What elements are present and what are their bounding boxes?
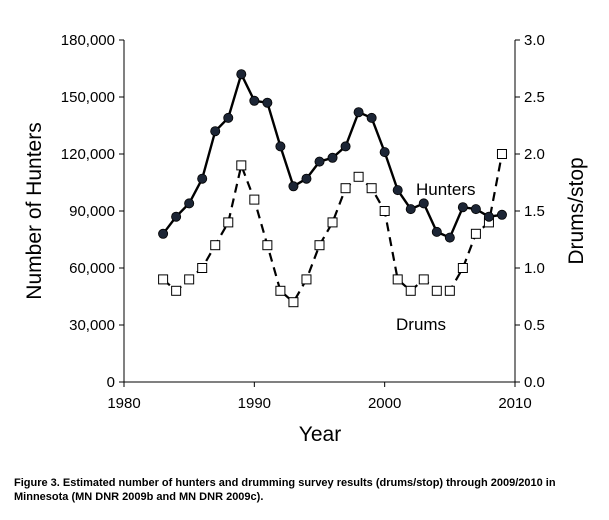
right-tick-label: 2.0 <box>524 146 545 163</box>
hunters-point <box>262 97 273 108</box>
ticks: 0 30,000 60,000 90,000 120,000 150,000 180,000… <box>61 32 545 412</box>
drums-point <box>392 274 403 285</box>
hunters-point <box>431 226 442 237</box>
drums-point <box>223 217 234 228</box>
hunters-point <box>301 173 312 184</box>
hunters-point <box>470 204 481 215</box>
hunters-point <box>236 69 247 80</box>
right-tick-label: 0.0 <box>524 374 545 391</box>
hunters-point <box>379 147 390 158</box>
drums-point <box>353 171 364 182</box>
drums-point <box>379 206 390 216</box>
right-tick-label: 1.0 <box>524 260 545 277</box>
hunters-point <box>197 173 208 184</box>
x-tick-label: 2010 <box>498 395 531 412</box>
left-tick-label: 180,000 <box>61 32 115 49</box>
hunters-point <box>171 211 182 222</box>
drums-point <box>275 285 286 296</box>
hunters-point <box>327 152 338 163</box>
left-tick-label: 0 <box>107 374 115 391</box>
series-plot-area <box>158 69 507 308</box>
hunters-point <box>405 204 416 215</box>
drums-point <box>405 285 416 296</box>
drums-point <box>418 274 429 285</box>
right-axis-title: Drums/stop <box>565 157 588 264</box>
hunters-point <box>366 112 377 123</box>
left-axis-title: Number of Hunters <box>23 122 46 299</box>
right-tick-label: 2.5 <box>524 89 545 106</box>
left-tick-label: 90,000 <box>69 203 115 220</box>
hunters-point <box>158 228 169 239</box>
left-tick-label: 120,000 <box>61 146 115 163</box>
hunters-point <box>210 126 221 137</box>
hunters-point <box>444 232 455 243</box>
chart: 0 30,000 60,000 90,000 120,000 150,000 180,000… <box>23 32 588 446</box>
drums-point <box>496 149 507 159</box>
drums-point <box>184 274 195 285</box>
right-tick-label: 3.0 <box>524 32 545 49</box>
hunters-point <box>457 202 468 213</box>
hunters-point <box>496 209 507 220</box>
x-tick-label: 2000 <box>368 395 401 412</box>
hunters-point <box>288 181 299 192</box>
drums-point <box>431 285 442 296</box>
hunters-point <box>353 107 364 118</box>
drums-point <box>340 183 351 194</box>
hunters-point <box>275 141 286 152</box>
right-tick-label: 0.5 <box>524 317 545 334</box>
drums-point <box>314 240 325 251</box>
left-tick-label: 150,000 <box>61 89 115 106</box>
drums-point <box>171 285 182 296</box>
right-tick-label: 1.5 <box>524 203 545 220</box>
hunters-point <box>184 198 195 209</box>
left-tick-label: 60,000 <box>69 260 115 277</box>
drums-point <box>327 217 338 228</box>
drums-point <box>249 194 260 205</box>
drums-point <box>301 274 312 285</box>
hunters-point <box>249 95 260 106</box>
drums-point <box>236 160 247 171</box>
hunters-point <box>418 198 429 209</box>
x-tick-label: 1980 <box>107 395 140 412</box>
drums-point <box>197 263 208 273</box>
drums-point <box>288 297 299 308</box>
hunters-point <box>223 112 234 123</box>
drums-point <box>158 274 169 285</box>
drums-point <box>366 183 377 194</box>
drums-point <box>457 263 468 273</box>
hunters-point <box>314 156 325 167</box>
figure-caption: Figure 3. Estimated number of hunters an… <box>14 477 556 503</box>
hunters-point <box>392 185 403 196</box>
drums-point <box>210 240 221 251</box>
drums-point <box>470 228 481 239</box>
drums-point <box>444 285 455 296</box>
drums-point <box>262 240 273 251</box>
x-axis-title: Year <box>299 423 341 446</box>
hunters-point <box>483 211 494 222</box>
drums-line <box>162 153 504 304</box>
x-tick-label: 1990 <box>238 395 271 412</box>
drums-series-label: Drums <box>396 315 446 334</box>
hunters-point <box>340 141 351 152</box>
hunters-series-label: Hunters <box>416 180 476 199</box>
left-tick-label: 30,000 <box>69 317 115 334</box>
